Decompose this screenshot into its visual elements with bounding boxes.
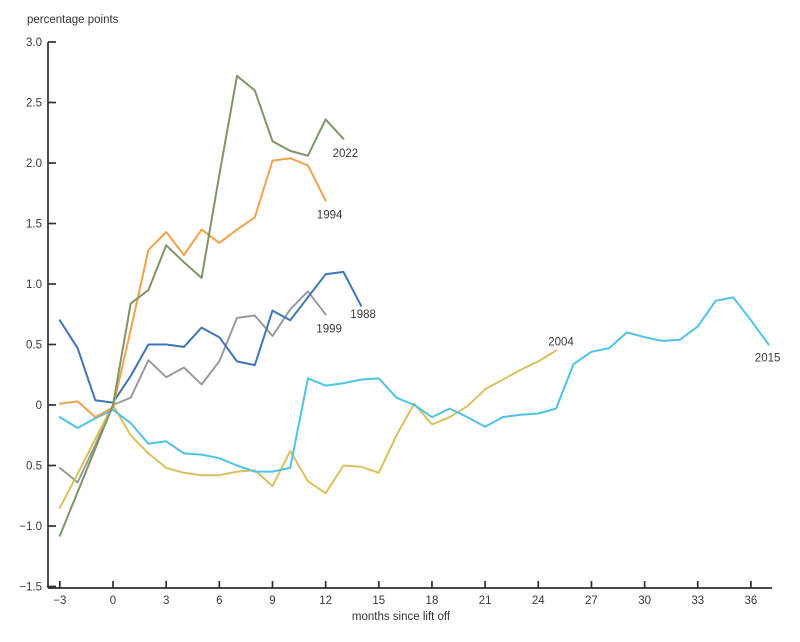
y-tick-label: −1.5 [19, 582, 42, 594]
x-tick-label: 24 [532, 595, 545, 607]
series-line-2015 [58, 296, 770, 473]
series-label-1999: 1999 [316, 323, 342, 335]
y-tick-label: 0.5 [26, 461, 42, 473]
y-tick-label: 2.5 [26, 98, 42, 110]
series-line-1994 [58, 157, 327, 419]
x-tick-label: 3 [163, 595, 169, 607]
series-line-2004 [58, 349, 557, 509]
x-tick-label: −3 [53, 595, 66, 607]
x-tick-label: 21 [479, 595, 492, 607]
x-tick-label: 27 [585, 595, 598, 607]
x-axis-title: months since lift off [351, 611, 451, 623]
x-tick-label: 30 [638, 595, 651, 607]
x-tick-label: 12 [319, 595, 332, 607]
x-tick-label: 0 [110, 595, 116, 607]
series-label-1988: 1988 [350, 309, 376, 321]
x-tick-label: 15 [372, 595, 385, 607]
y-axis-unit-label: percentage points [27, 14, 119, 26]
y-tick-label: 1.5 [26, 219, 42, 231]
y-tick-label: 0.5 [26, 340, 42, 352]
series-label-2022: 2022 [333, 148, 359, 160]
series-label-2004: 2004 [548, 337, 574, 349]
y-tick-label: 2.0 [26, 158, 42, 170]
series-line-2022 [58, 74, 345, 537]
x-tick-label: 18 [426, 595, 439, 607]
x-tick-label: 33 [691, 595, 704, 607]
x-tick-label: 9 [269, 595, 275, 607]
y-tick-label: −1.0 [19, 521, 42, 533]
y-tick-label: 3.0 [26, 37, 42, 49]
x-tick-label: 36 [745, 595, 758, 607]
x-tick-label: 6 [216, 595, 222, 607]
series-line-1988 [58, 270, 363, 404]
y-tick-label: 0 [36, 400, 42, 412]
series-label-2015: 2015 [755, 353, 781, 365]
series-label-1994: 1994 [317, 210, 343, 222]
y-tick-label: 1.0 [26, 279, 42, 291]
